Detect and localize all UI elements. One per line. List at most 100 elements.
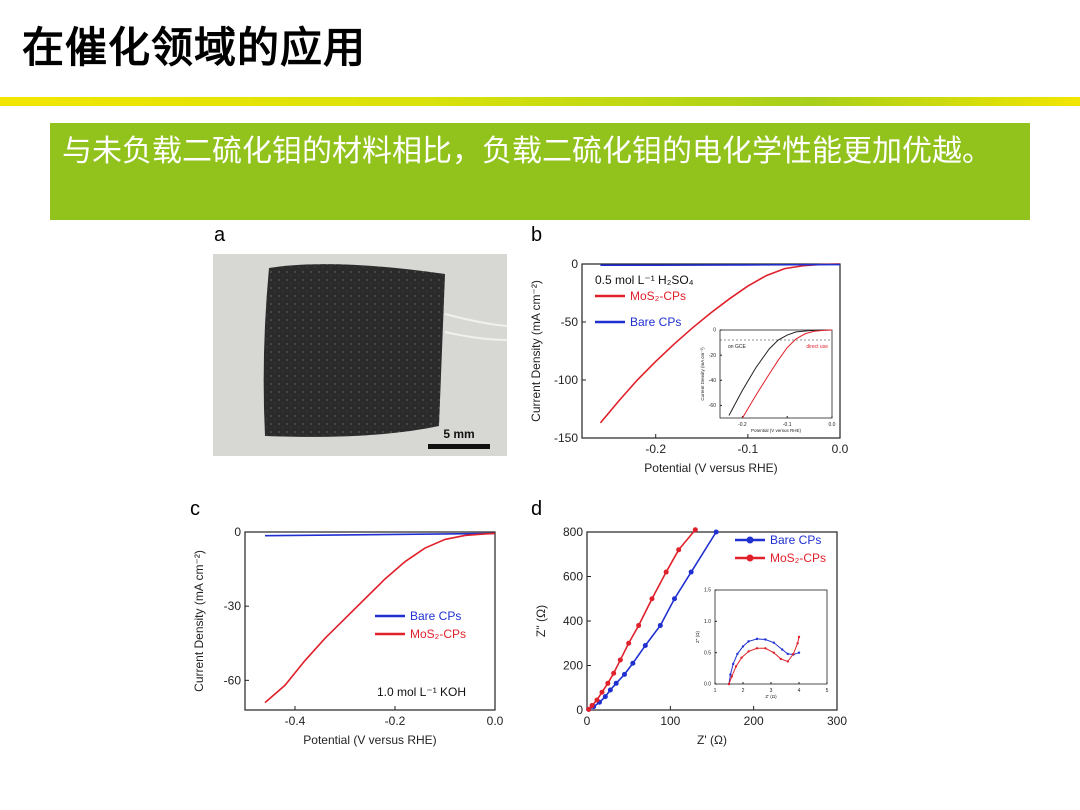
legend-label: Bare CPs [770,533,821,547]
annotation-electrolyte: 0.5 mol L⁻¹ H₂SO₄ [595,273,694,287]
panel-label-b: b [531,224,543,246]
callout-text: 与未负载二硫化钼的材料相比，负载二硫化钼的电化学性能更加优越。 [50,123,1030,220]
legend-label: Bare CPs [410,609,461,623]
inset-data-point [747,650,750,653]
data-point [663,569,669,575]
inset-data-point [729,673,732,676]
inset-data-point [797,635,801,639]
inset-data-point [764,647,767,650]
data-point [602,694,608,700]
y-tick-label: 0 [576,703,583,717]
mos2-sample-shape [263,264,445,437]
y-tick-label: 800 [563,525,583,539]
inset-x-tick-label: 3 [770,688,773,694]
data-point [613,680,619,686]
data-point [636,622,642,628]
y-tick-label: 400 [563,614,583,628]
inset-data-point [786,652,789,656]
data-point [599,689,605,695]
y-tick-label: -150 [554,431,578,445]
data-point [626,640,632,646]
inset-data-point [732,662,735,666]
y-tick-label: -100 [554,373,578,387]
inset-series-line [741,329,833,419]
x-tick-label: 0 [584,714,591,728]
data-point [642,642,648,648]
inset-x-tick-label: -0.2 [738,422,747,428]
inset-data-point [786,660,789,663]
annotation-electrolyte: 1.0 mol L⁻¹ KOH [377,685,466,699]
inset-x-tick-label: 1 [714,688,717,694]
data-point [672,596,677,602]
inset-data-point [792,652,795,656]
x-tick-label: 100 [660,714,680,728]
sample-photo: 5 mm [213,254,508,456]
data-point [692,527,698,533]
x-axis-label: Potential (V versus RHE) [303,733,436,747]
series-line [599,263,841,424]
inset-annotation: on GCE [728,344,746,350]
data-point [688,569,694,575]
data-point [713,529,719,535]
data-point [611,670,617,676]
legend-label: MoS₂-CPs [410,627,466,641]
inset-y-axis-label: Z'' (Ω) [695,630,700,643]
slide-title: 在催化领域的应用 [22,23,367,72]
scale-bar-label: 5 mm [443,427,474,441]
inset-data-point [772,641,775,644]
x-tick-label: 200 [744,714,764,728]
y-tick-label: 200 [563,659,583,673]
inset-x-tick-label: 5 [826,688,829,694]
data-point [676,547,682,553]
legend-label: MoS₂-CPs [630,289,686,303]
x-tick-label: 300 [827,714,847,728]
legend-label: Bare CPs [630,315,681,329]
data-point [605,680,611,686]
inset-x-axis-label: Potential (V versus RHE) [751,428,802,433]
data-point [649,596,655,602]
inset-y-tick-label: -40 [709,378,716,384]
inset-series-line [728,329,833,416]
inset-data-point [740,656,743,659]
x-tick-label: -0.1 [738,442,759,456]
series-line [600,263,841,266]
inset-data-point [730,675,733,678]
data-point [630,660,636,666]
inset-x-tick-label: 0.0 [829,422,836,428]
plot-frame [244,531,496,711]
y-tick-label: 600 [563,570,583,584]
data-point [589,703,595,709]
y-tick-label: 0 [571,257,578,271]
inset-data-point [727,682,731,686]
plot-frame [581,263,841,439]
panel-label-d: d [531,498,543,520]
inset-y-tick-label: 0.5 [704,650,711,656]
inset-y-tick-label: -20 [709,353,716,359]
data-point [586,706,592,712]
series-line [264,532,496,537]
x-axis-label: Z' (Ω) [697,733,727,747]
inset-annotation: direct use [806,344,828,350]
inset-data-point [747,640,750,643]
x-axis-label: Potential (V versus RHE) [644,461,777,475]
y-tick-label: 0 [234,525,241,539]
y-tick-label: -60 [224,673,242,687]
inset-data-point [797,651,801,654]
inset-data-point [796,642,799,645]
x-tick-label: -0.2 [385,714,406,728]
inset-x-tick-label: 4 [798,688,801,694]
scale-bar [428,444,490,449]
x-tick-label: -0.4 [285,714,306,728]
inset-plot-frame [719,329,833,419]
y-tick-label: -50 [561,315,579,329]
legend-marker [746,536,754,544]
x-tick-label: 0.0 [832,442,849,456]
inset-y-tick-label: 0 [713,328,716,334]
chart-d-impedance: 0 100 200 300 0 200 400 600 800 Z' (Ω) Z'' (Ω) Bare… [534,525,847,747]
data-point [594,697,600,703]
chart-c-alkaline-polarization: -0.4 -0.2 0.0 0 -30 -60 Potential (V versus RH… [192,525,504,747]
title-underline-bar [0,97,1080,106]
series-line [264,532,496,704]
inset-data-point [781,648,784,651]
legend-label: MoS₂-CPs [770,551,826,565]
